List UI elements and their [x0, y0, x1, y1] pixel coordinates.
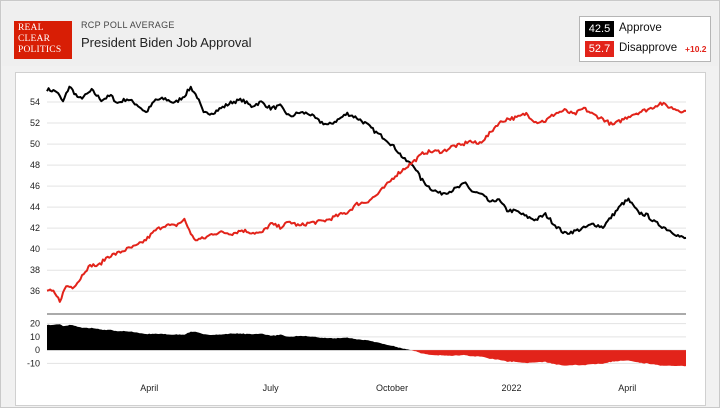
spread-y-tick-label: 0	[35, 345, 40, 355]
chart-header: REAL CLEAR POLITICS RCP POLL AVERAGE Pre…	[2, 2, 718, 66]
y-tick-label: 48	[30, 160, 40, 170]
y-tick-label: 54	[30, 97, 40, 107]
y-tick-label: 52	[30, 118, 40, 128]
chart-area[interactable]: 54 52 50 48 46 44 42 40 38 36 20 10 0 -10 April July Oct…	[15, 72, 706, 406]
spread-area-disapprove	[47, 350, 686, 367]
x-tick-label: April	[618, 383, 636, 393]
y-tick-label: 44	[30, 202, 40, 212]
y-tick-label: 42	[30, 223, 40, 233]
spread-y-tick-label: 10	[30, 332, 40, 342]
spread-y-tick-label: 20	[30, 319, 40, 329]
chart-svg: 54 52 50 48 46 44 42 40 38 36 20 10 0 -10 April July Oct…	[27, 85, 687, 393]
y-tick-label: 36	[30, 286, 40, 296]
logo-line-1: REAL	[18, 23, 44, 33]
series-line-approve	[46, 85, 687, 240]
logo-line-3: POLITICS	[18, 45, 62, 55]
legend-disapprove-value: 52.7	[585, 41, 614, 57]
legend-approve-label: Approve	[619, 22, 662, 34]
spread-area-approve	[47, 324, 686, 351]
spread-badge: +10.2	[685, 44, 707, 54]
legend-disapprove-label: Disapprove	[619, 42, 678, 54]
rcp-logo[interactable]: REAL CLEAR POLITICS	[14, 21, 72, 59]
y-tick-label: 38	[30, 265, 40, 275]
x-tick-label: April	[140, 383, 158, 393]
chart-title: President Biden Job Approval	[81, 35, 252, 50]
legend-approve-value: 42.5	[585, 21, 614, 37]
logo-line-2: CLEAR	[18, 34, 51, 44]
y-tick-label: 50	[30, 139, 40, 149]
spread-y-tick-label: -10	[27, 358, 40, 368]
chart-kicker: RCP POLL AVERAGE	[81, 20, 175, 30]
series-line-disapprove	[46, 101, 687, 303]
legend: 42.5 Approve 52.7 Disapprove +10.2	[579, 16, 711, 62]
y-tick-label: 46	[30, 181, 40, 191]
y-tick-label: 40	[30, 244, 40, 254]
x-tick-label: 2022	[502, 383, 522, 393]
x-tick-label: July	[263, 383, 280, 393]
x-tick-label: October	[376, 383, 408, 393]
